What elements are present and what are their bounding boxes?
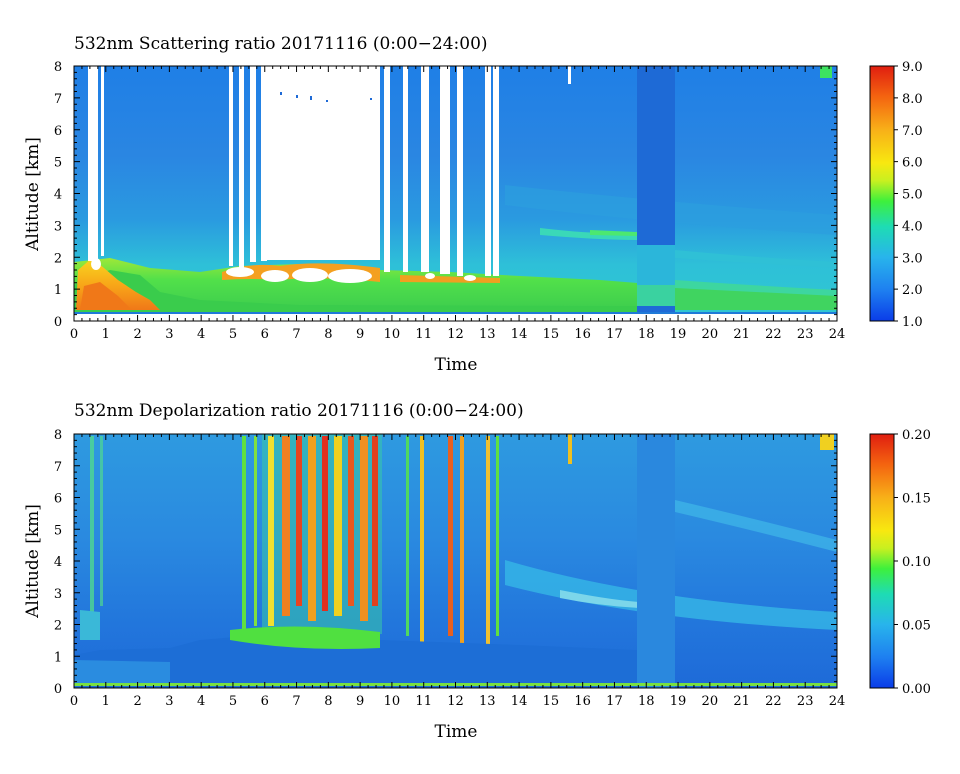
x-axis-label-scattering: Time <box>435 355 478 375</box>
x-tick-label: 16 <box>574 327 591 342</box>
colorbar-ticks-depolarization: 0.00 0.05 0.10 0.15 0.20 <box>894 428 931 697</box>
colorbar-tick-label: 4.0 <box>902 219 923 234</box>
plot-area-depolarization <box>74 434 837 688</box>
x-tick-label: 3 <box>165 694 173 709</box>
colorbar-tick-label: 0.15 <box>902 492 931 507</box>
x-tick-label: 8 <box>324 694 332 709</box>
x-tick-label: 9 <box>356 327 364 342</box>
x-axis-label-depolarization: Time <box>435 722 478 742</box>
x-tick-label: 19 <box>670 694 687 709</box>
x-tick-label: 4 <box>197 327 205 342</box>
y-tick-label: 2 <box>54 619 62 634</box>
chart-title-depolarization: 532nm Depolarization ratio 20171116 (0:0… <box>74 401 524 421</box>
x-tick-label: 14 <box>511 327 528 342</box>
colorbar-tick-label: 1.0 <box>902 315 923 330</box>
x-tick-label: 15 <box>543 694 560 709</box>
chart-title-scattering: 532nm Scattering ratio 20171116 (0:00−24… <box>74 34 488 54</box>
x-tick-label: 2 <box>133 694 141 709</box>
x-tick-label: 22 <box>765 694 782 709</box>
y-tick-label: 1 <box>54 650 62 665</box>
x-tick-label: 21 <box>733 327 750 342</box>
x-tick-label: 1 <box>102 694 110 709</box>
axis-ticks-depolarization: 0 1 2 3 4 5 6 7 8 9 10 11 12 13 14 15 16 17 18 19 20 21 22 23 24… <box>54 428 845 709</box>
x-tick-label: 23 <box>797 327 814 342</box>
x-tick-label: 6 <box>261 327 269 342</box>
x-tick-label: 5 <box>229 694 237 709</box>
x-tick-label: 20 <box>702 327 719 342</box>
x-tick-label: 10 <box>384 694 401 709</box>
y-tick-label: 5 <box>54 523 62 538</box>
x-tick-label: 24 <box>829 694 846 709</box>
colorbar-tick-label: 6.0 <box>902 156 923 171</box>
x-tick-label: 0 <box>70 694 78 709</box>
y-tick-label: 3 <box>54 219 62 234</box>
x-tick-label: 5 <box>229 327 237 342</box>
y-tick-label: 4 <box>54 188 62 203</box>
y-tick-label: 0 <box>54 682 62 697</box>
axis-ticks-scattering: 0 1 2 3 4 5 6 7 8 9 10 11 12 13 14 15 16 17 18 19 20 21 22 23 24… <box>54 60 845 342</box>
y-axis-label-depolarization: Altitude [km] <box>23 504 43 619</box>
y-tick-label: 2 <box>54 251 62 266</box>
colorbar-tick-label: 2.0 <box>902 283 923 298</box>
colorbar-tick-label: 9.0 <box>902 60 923 75</box>
x-tick-label: 4 <box>197 694 205 709</box>
colorbar-tick-label: 5.0 <box>902 188 923 203</box>
x-tick-label: 12 <box>447 327 464 342</box>
colorbar-tick-label: 0.00 <box>902 682 931 697</box>
cloud-mask <box>88 66 571 283</box>
x-tick-label: 14 <box>511 694 528 709</box>
x-tick-label: 7 <box>292 694 300 709</box>
x-tick-label: 15 <box>543 327 560 342</box>
x-tick-label: 13 <box>479 327 496 342</box>
x-tick-label: 13 <box>479 694 496 709</box>
depol-cloud-streaks <box>90 434 834 646</box>
x-tick-label: 6 <box>261 694 269 709</box>
x-tick-label: 24 <box>829 327 846 342</box>
x-tick-label: 19 <box>670 327 687 342</box>
y-tick-label: 0 <box>54 315 62 330</box>
x-tick-label: 11 <box>415 694 432 709</box>
colorbar-depolarization <box>869 433 895 689</box>
colorbar-tick-label: 0.05 <box>902 619 931 634</box>
y-tick-label: 1 <box>54 283 62 298</box>
colorbar-tick-label: 3.0 <box>902 251 923 266</box>
colorbar-tick-label: 8.0 <box>902 92 923 107</box>
y-tick-label: 7 <box>54 92 62 107</box>
x-tick-label: 18 <box>638 327 655 342</box>
x-tick-label: 20 <box>702 694 719 709</box>
y-tick-label: 3 <box>54 587 62 602</box>
x-tick-label: 11 <box>415 327 432 342</box>
x-tick-label: 12 <box>447 694 464 709</box>
colorbar-tick-label: 0.20 <box>902 428 931 443</box>
y-tick-label: 8 <box>54 428 62 443</box>
y-tick-label: 4 <box>54 555 62 570</box>
plot-area-scattering <box>74 66 837 321</box>
x-tick-label: 17 <box>606 694 623 709</box>
colorbar-tick-label: 7.0 <box>902 124 923 139</box>
x-tick-label: 16 <box>574 694 591 709</box>
x-tick-label: 2 <box>133 327 141 342</box>
x-tick-label: 17 <box>606 327 623 342</box>
y-tick-label: 7 <box>54 460 62 475</box>
x-tick-label: 21 <box>733 694 750 709</box>
colorbar-ticks-scattering: 1.0 2.0 3.0 4.0 5.0 6.0 7.0 8.0 9.0 <box>894 60 923 330</box>
x-tick-label: 23 <box>797 694 814 709</box>
x-tick-label: 9 <box>356 694 364 709</box>
x-tick-label: 0 <box>70 327 78 342</box>
y-tick-label: 5 <box>54 156 62 171</box>
x-tick-label: 18 <box>638 694 655 709</box>
x-tick-label: 10 <box>384 327 401 342</box>
y-tick-label: 6 <box>54 124 62 139</box>
y-tick-label: 6 <box>54 492 62 507</box>
x-tick-label: 3 <box>165 327 173 342</box>
x-tick-label: 7 <box>292 327 300 342</box>
y-axis-label-scattering: Altitude [km] <box>23 137 43 252</box>
colorbar-scattering <box>869 65 895 322</box>
x-tick-label: 22 <box>765 327 782 342</box>
x-tick-label: 1 <box>102 327 110 342</box>
y-tick-label: 8 <box>54 60 62 75</box>
colorbar-tick-label: 0.10 <box>902 555 931 570</box>
x-tick-label: 8 <box>324 327 332 342</box>
